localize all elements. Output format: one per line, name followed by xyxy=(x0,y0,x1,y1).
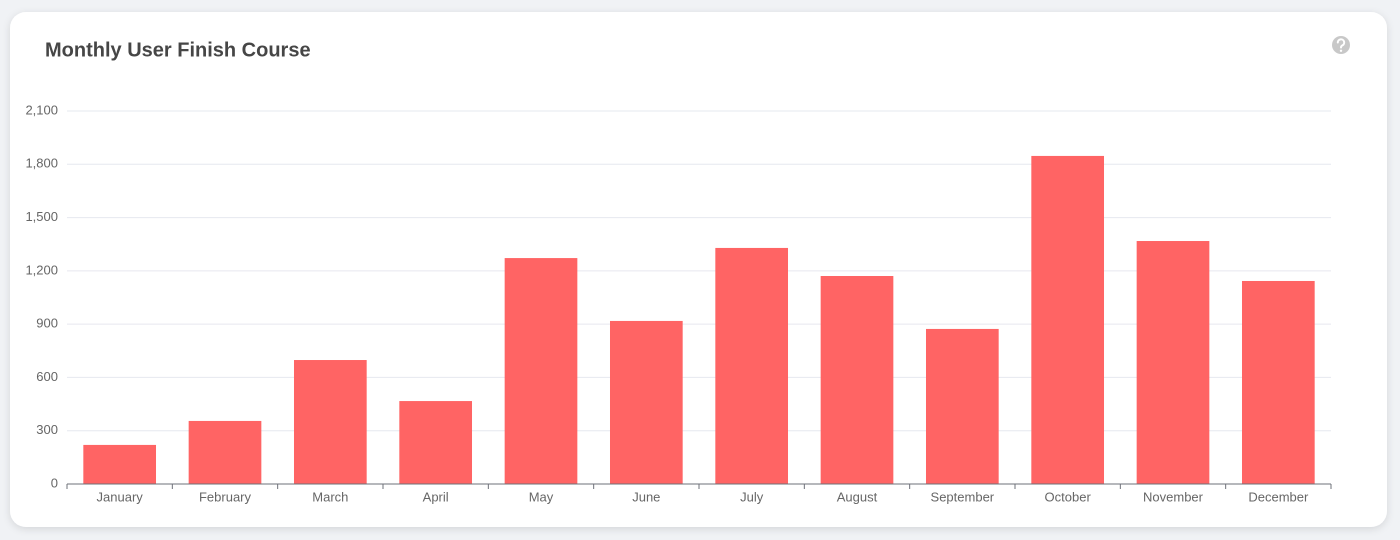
bar xyxy=(1241,280,1315,484)
bar xyxy=(1031,155,1105,484)
bar xyxy=(83,444,157,484)
x-tick-label: February xyxy=(199,489,252,504)
y-tick-label: 600 xyxy=(36,369,58,384)
x-tick-label: October xyxy=(1045,489,1092,504)
x-tick-label: August xyxy=(837,489,878,504)
y-tick-label: 1,200 xyxy=(25,262,58,277)
y-tick-label: 300 xyxy=(36,422,58,437)
bar xyxy=(293,360,367,484)
x-tick-label: December xyxy=(1248,489,1309,504)
bar xyxy=(1136,241,1210,484)
help-icon[interactable] xyxy=(1332,36,1350,54)
y-tick-label: 0 xyxy=(51,475,58,490)
chart-title: Monthly User Finish Course xyxy=(45,39,311,61)
bar xyxy=(820,276,894,484)
x-tick-label: April xyxy=(423,489,449,504)
y-tick-label: 900 xyxy=(36,316,58,331)
x-tick-label: January xyxy=(97,489,144,504)
x-tick-label: November xyxy=(1143,489,1204,504)
x-tick-label: March xyxy=(312,489,348,504)
bar xyxy=(715,247,789,484)
x-tick-label: September xyxy=(931,489,995,504)
x-tick-label: June xyxy=(632,489,660,504)
y-tick-label: 2,100 xyxy=(25,102,58,117)
bar xyxy=(399,401,473,484)
x-tick-label: May xyxy=(529,489,554,504)
bar xyxy=(504,258,578,484)
bar xyxy=(925,328,999,484)
bar xyxy=(609,320,683,484)
y-tick-label: 1,800 xyxy=(25,156,58,171)
bar xyxy=(188,420,262,484)
y-tick-label: 1,500 xyxy=(25,209,58,224)
x-tick-label: July xyxy=(740,489,764,504)
